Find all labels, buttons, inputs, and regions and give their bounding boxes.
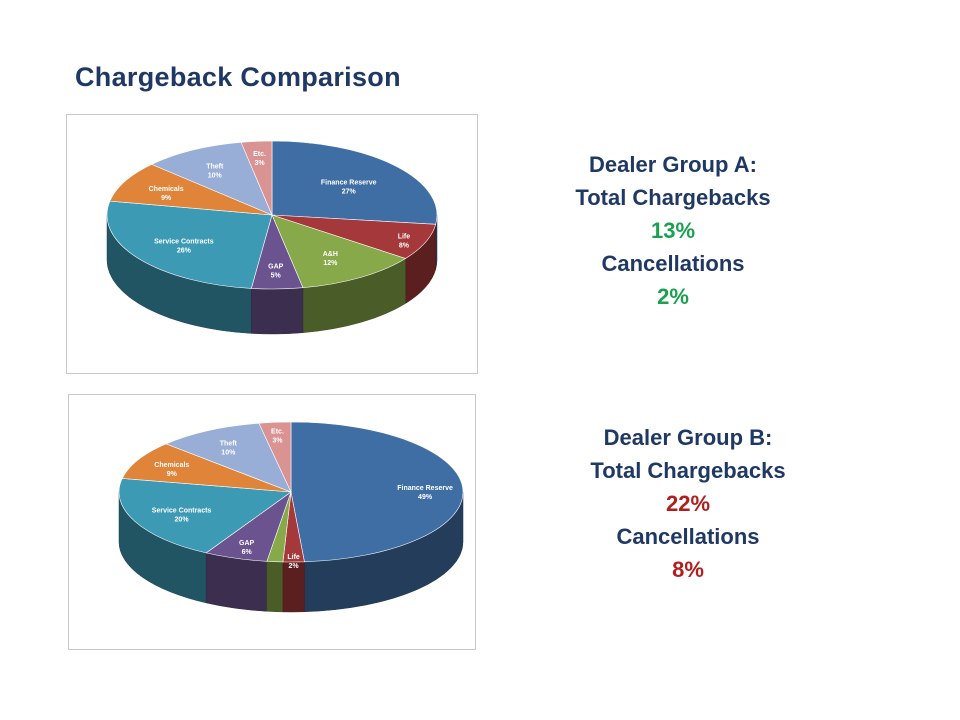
pie-b-slice-finance-reserve — [290, 421, 464, 563]
pie-b-label-etc: Etc. — [271, 428, 284, 435]
pie-a-label-service-contracts: Service Contracts — [154, 239, 214, 246]
pie-b-slice-service-contracts — [118, 478, 292, 554]
pie-a-slice-service-contracts — [106, 200, 273, 289]
dealer-group-a-summary: Dealer Group A: Total Chargebacks 13% Ca… — [523, 148, 823, 313]
pie-a-value-life: 8% — [399, 242, 410, 249]
pie-b-slice-chemicals — [121, 443, 292, 493]
pie-a-side-gap — [251, 287, 304, 335]
pie-a-slice-aandh — [271, 214, 407, 289]
dealer-group-a-heading: Dealer Group A: — [589, 152, 757, 177]
pie-b-value-gap: 6% — [242, 549, 253, 556]
dealer-group-b-chargebacks-label: Total Chargebacks — [590, 458, 786, 483]
pie-a-label-etc: Etc. — [253, 151, 266, 158]
dealer-group-b-heading: Dealer Group B: — [603, 425, 773, 450]
dealer-group-a-cancellations-value: 2% — [657, 284, 689, 309]
pie-b-value-etc: 3% — [272, 437, 283, 444]
pie-b-value-chemicals: 9% — [167, 471, 178, 478]
pie-b-label-gap: GAP — [239, 540, 255, 547]
dealer-group-b-summary: Dealer Group B: Total Chargebacks 22% Ca… — [538, 421, 838, 586]
pie-b-label-theft: Theft — [220, 440, 238, 447]
pie-a-slice-theft — [150, 141, 273, 216]
dealer-group-b-cancellations-label: Cancellations — [616, 524, 760, 549]
pie-a-slice-chemicals — [109, 164, 273, 216]
pie-a-label-gap: GAP — [268, 263, 284, 270]
pie-b-label-service-contracts: Service Contracts — [152, 507, 212, 514]
pie-a-label-life: Life — [398, 233, 411, 240]
pie-b-value-life: 2% — [289, 563, 300, 570]
pie-b-label-chemicals: Chemicals — [154, 462, 189, 469]
pie-b-slice-theft — [165, 422, 292, 493]
pie-b-value-service-contracts: 20% — [175, 516, 190, 523]
pie-chart-dealer-group-b: Finance Reserve 49% Life 2% GAP 6% Service Con… — [68, 394, 476, 650]
pie-a-slice-etc — [240, 140, 273, 216]
dealer-group-a-chargebacks-value: 13% — [650, 218, 696, 243]
pie-a-label-theft: Theft — [206, 163, 224, 170]
pie-b-value-finance-reserve: 49% — [418, 494, 433, 501]
pie-b-label-life: Life — [287, 554, 300, 561]
pie-b-side-aandh — [266, 561, 284, 613]
dealer-group-b-cancellations-value: 8% — [672, 557, 704, 582]
pie-a-value-gap: 5% — [271, 272, 282, 279]
pie-a-value-service-contracts: 26% — [177, 248, 192, 255]
pie-a-value-aandh: 12% — [323, 260, 338, 267]
dealer-group-a-cancellations-label: Cancellations — [601, 251, 745, 276]
pie-a-value-etc: 3% — [255, 160, 266, 167]
dealer-group-a-chargebacks-label: Total Chargebacks — [575, 185, 771, 210]
dealer-group-b-chargebacks-value: 22% — [665, 491, 711, 516]
pie-a-label-finance-reserve: Finance Reserve — [321, 180, 377, 187]
pie-chart-b-svg: Finance Reserve 49% Life 2% GAP 6% Service Con… — [118, 421, 464, 613]
pie-chart-a-svg: Finance Reserve 27% Life 8% A&H 12% GAP 5% Servi… — [106, 140, 438, 335]
pie-a-label-chemicals: Chemicals — [149, 186, 184, 193]
pie-a-value-finance-reserve: 27% — [342, 189, 357, 196]
pie-b-side-gap — [205, 552, 268, 612]
pie-b-label-finance-reserve: Finance Reserve — [397, 485, 453, 492]
pie-a-value-chemicals: 9% — [161, 195, 172, 202]
pie-a-slice-finance-reserve — [271, 140, 438, 225]
pie-chart-dealer-group-a: Finance Reserve 27% Life 8% A&H 12% GAP 5% Servi… — [66, 114, 478, 374]
pie-a-value-theft: 10% — [208, 172, 223, 179]
slide-title: Chargeback Comparison — [75, 62, 401, 92]
pie-a-label-aandh: A&H — [323, 251, 338, 258]
pie-b-value-theft: 10% — [221, 449, 236, 456]
pie-b-slice-etc — [258, 421, 292, 493]
